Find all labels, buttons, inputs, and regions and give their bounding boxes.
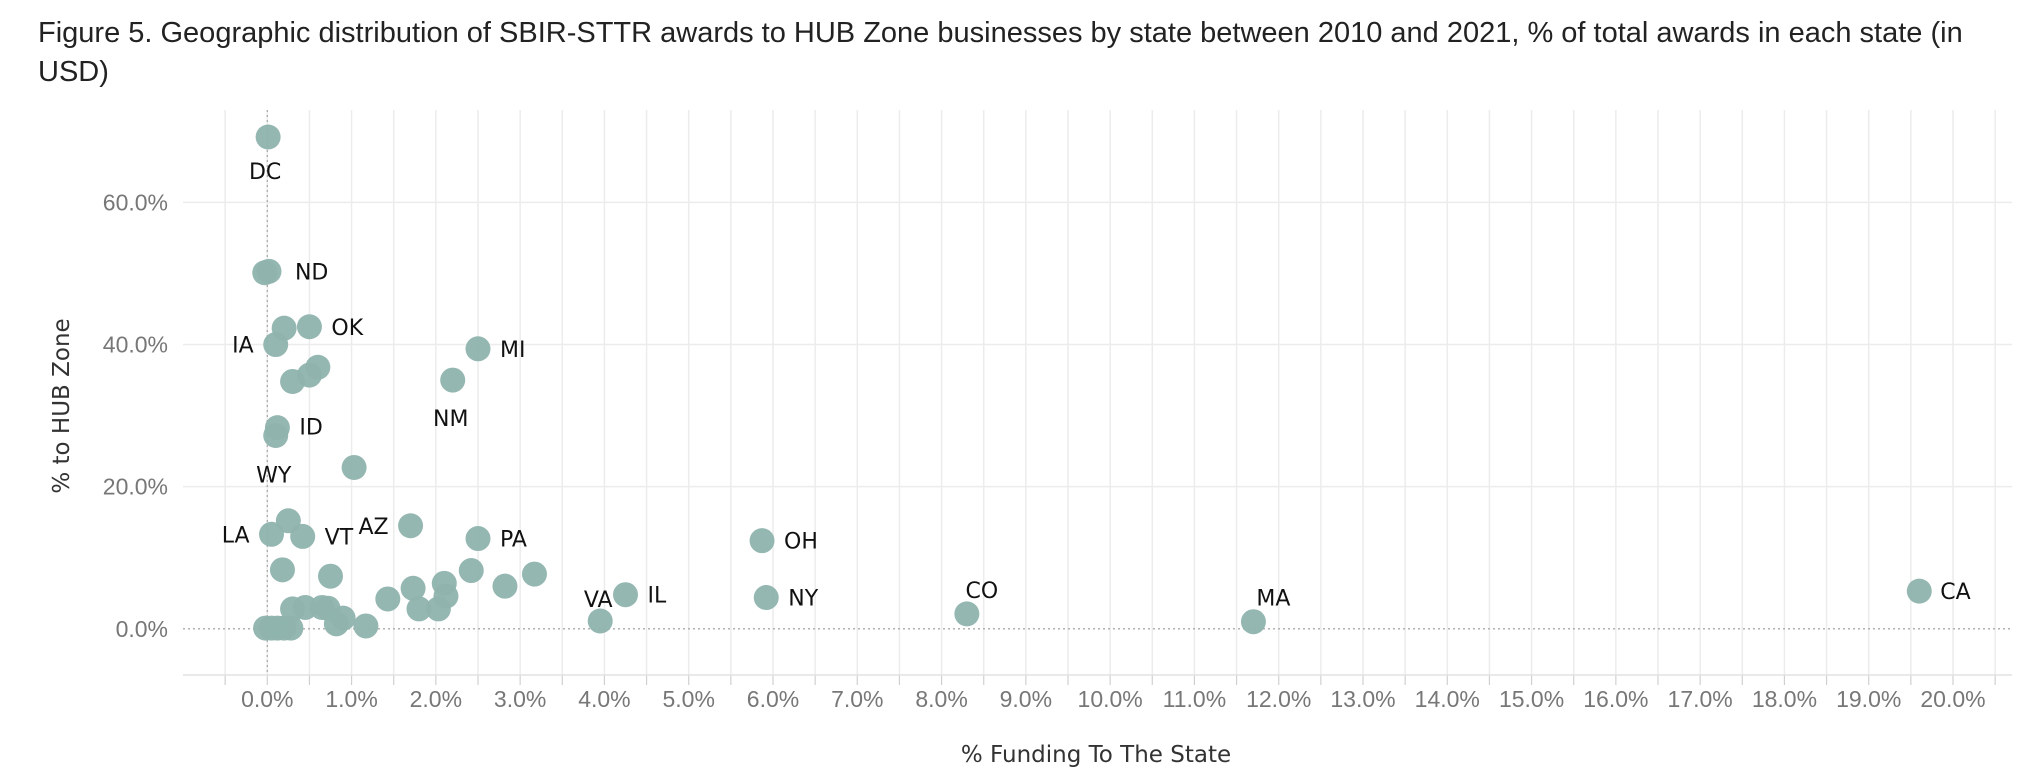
x-tick-label: 20.0% [1920,686,1985,712]
x-tick-label: 12.0% [1246,686,1311,712]
data-point[interactable] [1240,609,1266,635]
point-label-il: IL [648,584,667,609]
data-point[interactable] [318,563,343,589]
y-tick-label: 20.0% [103,474,168,500]
y-axis-title: % to HUB Zone [49,318,75,493]
x-tick-label: 4.0% [578,686,630,712]
point-label-mi: MI [500,338,525,363]
data-point[interactable] [255,124,281,150]
x-tick-label: 1.0% [325,686,377,712]
x-tick-label: 17.0% [1668,686,1733,712]
data-point[interactable] [458,558,484,584]
point-label-ny: NY [788,587,818,612]
x-tick-label: 18.0% [1752,686,1817,712]
data-point[interactable] [252,260,278,286]
x-tick-label: 16.0% [1583,686,1648,712]
point-label-va: VA [584,588,613,613]
x-tick-label: 3.0% [494,686,546,712]
data-point[interactable] [263,422,289,448]
point-label-vt: VT [325,525,354,550]
data-point[interactable] [290,523,316,549]
x-axis-title: % Funding To The State [961,742,1231,768]
data-point[interactable] [440,367,466,393]
x-tick-label: 2.0% [410,686,462,712]
data-point[interactable] [398,513,424,539]
x-tick-label: 14.0% [1415,686,1480,712]
data-points [252,124,1932,641]
data-point[interactable] [465,336,491,362]
data-point[interactable] [465,526,491,552]
point-label-ok: OK [331,316,363,341]
data-point[interactable] [353,613,379,639]
point-labels: DC ND OK IA MI NM ID WY LA VT AZ PA OH VA IL NY CO MA CA [222,160,1971,613]
point-label-ia: IA [232,334,254,359]
point-label-ca: CA [1940,580,1970,605]
grid-lines [183,110,2012,675]
data-point[interactable] [492,573,518,599]
data-point[interactable] [280,368,306,394]
data-point[interactable] [521,561,547,587]
chart-title: Figure 5. Geographic distribution of SBI… [38,17,1963,88]
x-tick-label: 6.0% [747,686,799,712]
data-point[interactable] [269,557,295,583]
point-label-oh: OH [784,530,818,555]
point-label-la: LA [222,523,250,548]
axes: 0.0% 1.0% 2.0% 3.0% 4.0% 5.0% 6.0% 7.0% 8.0% 9.0%… [103,110,2012,712]
point-label-ma: MA [1256,587,1290,612]
point-label-nm: NM [433,407,468,432]
x-tick-label: 7.0% [831,686,883,712]
data-point[interactable] [753,585,779,611]
data-point[interactable] [406,596,432,622]
data-point[interactable] [1906,578,1932,604]
point-label-az: AZ [358,515,388,540]
y-tick-label: 40.0% [103,332,168,358]
y-tick-label: 60.0% [103,189,168,215]
data-point[interactable] [323,611,349,637]
data-point[interactable] [341,454,367,480]
data-point[interactable] [587,608,613,634]
data-point[interactable] [296,314,322,340]
point-label-nd: ND [295,260,328,285]
x-tick-label: 9.0% [1000,686,1052,712]
x-tick-label: 10.0% [1078,686,1143,712]
data-point[interactable] [400,575,426,601]
data-point[interactable] [259,521,284,547]
data-point[interactable] [613,582,638,608]
data-point[interactable] [749,528,775,554]
x-tick-label: 8.0% [915,686,967,712]
x-tick-label: 5.0% [662,686,714,712]
data-point[interactable] [425,596,451,622]
x-tick-label: 0.0% [241,686,293,712]
x-tick-label: 11.0% [1163,686,1227,712]
y-tick-label: 0.0% [116,616,168,642]
point-label-pa: PA [500,528,527,553]
x-tick-label: 13.0% [1330,686,1395,712]
data-point[interactable] [375,586,401,612]
point-label-id: ID [299,416,322,441]
data-point[interactable] [278,615,304,641]
data-point[interactable] [954,601,980,627]
x-tick-label: 19.0% [1836,686,1901,712]
point-label-dc: DC [249,160,281,185]
point-label-co: CO [966,579,999,604]
point-label-wy: WY [256,463,292,488]
data-point[interactable] [263,332,289,358]
x-tick-label: 15.0% [1499,686,1564,712]
